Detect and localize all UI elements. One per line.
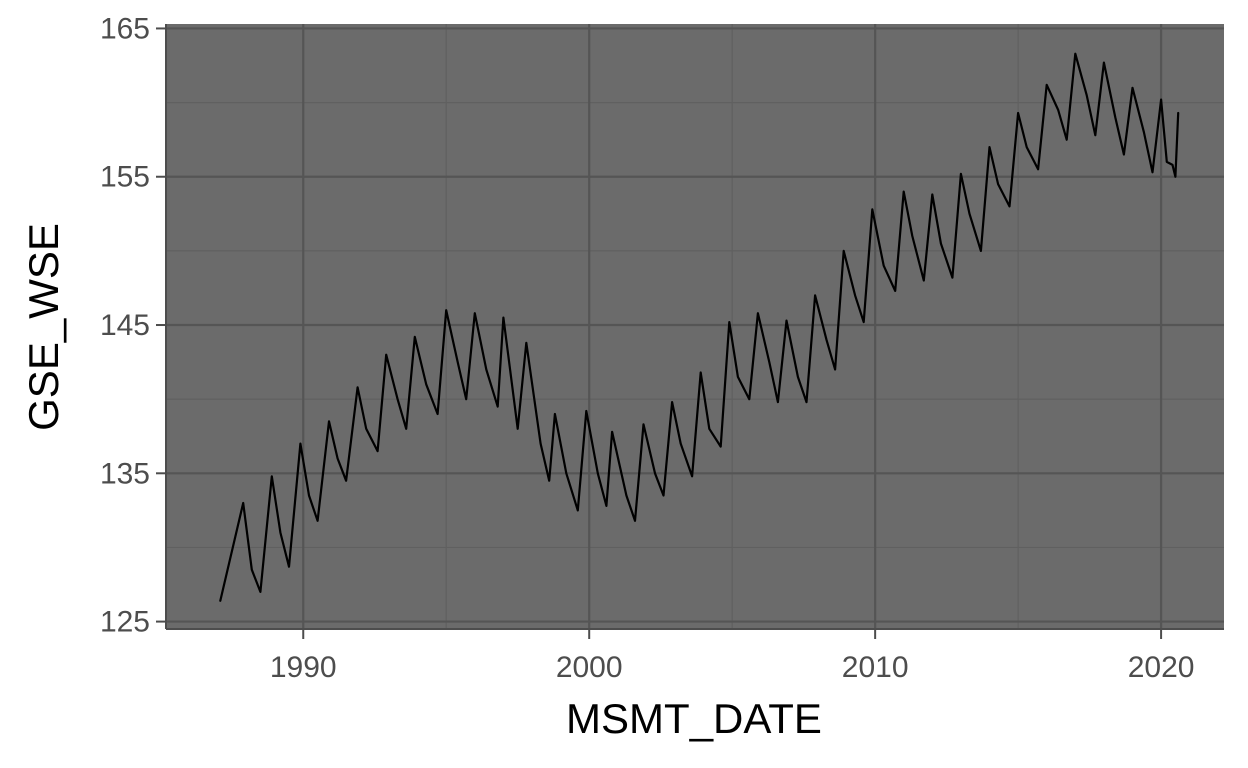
y-tick-label: 165 <box>100 12 150 45</box>
x-tick-label: 2000 <box>556 651 623 684</box>
axes <box>156 24 1224 639</box>
y-axis-title: GSE_WSE <box>20 223 67 431</box>
y-tick-label: 155 <box>100 161 150 194</box>
plot-panel <box>166 24 1224 629</box>
series-line <box>219 52 1180 602</box>
tick-labels: 125 135 145 155 165 1990 2000 2010 2020 <box>100 12 1195 684</box>
x-axis-title: MSMT_DATE <box>566 695 822 742</box>
x-tick-label: 1990 <box>270 651 337 684</box>
x-tick-label: 2020 <box>1128 651 1195 684</box>
y-tick-label: 145 <box>100 309 150 342</box>
x-tick-label: 2010 <box>842 651 909 684</box>
y-tick-label: 135 <box>100 457 150 490</box>
y-tick-label: 125 <box>100 606 150 639</box>
